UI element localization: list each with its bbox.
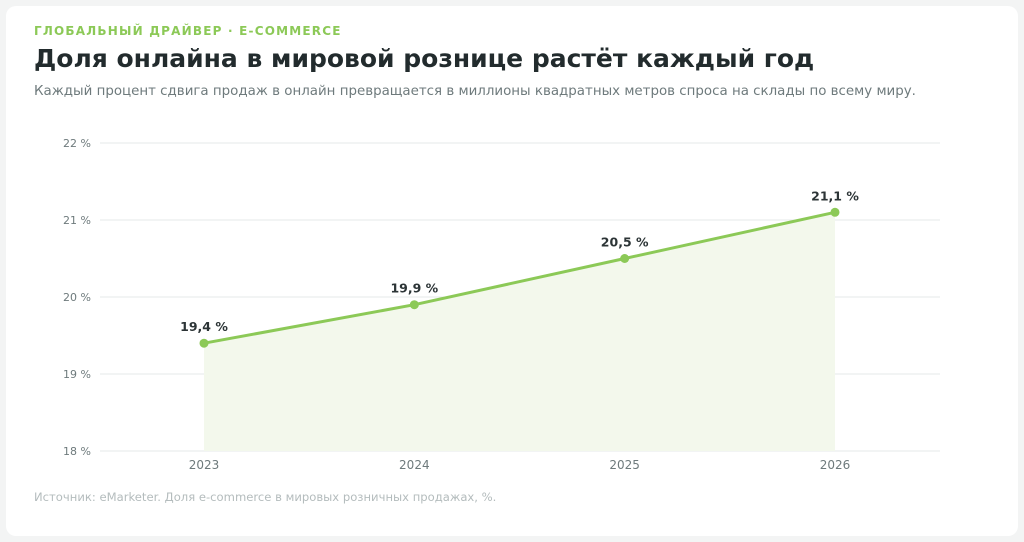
y-tick-label: 22 % [63, 137, 91, 150]
data-label: 21,1 % [811, 188, 859, 203]
x-tick-label: 2023 [189, 458, 220, 472]
y-tick-label: 19 % [63, 368, 91, 381]
chart-title: Доля онлайна в мировой рознице растёт ка… [34, 44, 815, 73]
x-tick-label: 2025 [609, 458, 640, 472]
data-point [830, 207, 840, 217]
source-note: Источник: eMarketer. Доля e-commerce в м… [34, 490, 497, 504]
data-point [620, 254, 630, 263]
data-point [199, 338, 209, 348]
y-tick-label: 20 % [63, 291, 91, 304]
x-tick-label: 2026 [820, 458, 851, 472]
data-label: 20,5 % [601, 235, 649, 250]
y-tick-label: 21 % [63, 214, 91, 227]
area-fill [204, 212, 835, 451]
eyebrow-label: ГЛОБАЛЬНЫЙ ДРАЙВЕР · E-COMMERCE [34, 24, 342, 38]
x-tick-label: 2024 [399, 458, 430, 472]
data-label: 19,4 % [180, 319, 228, 334]
series-line [202, 210, 837, 345]
data-label: 19,9 % [390, 281, 438, 296]
data-point [409, 300, 419, 310]
y-tick-label: 18 % [63, 445, 91, 458]
chart-subtitle: Каждый процент сдвига продаж в онлайн пр… [34, 84, 916, 99]
